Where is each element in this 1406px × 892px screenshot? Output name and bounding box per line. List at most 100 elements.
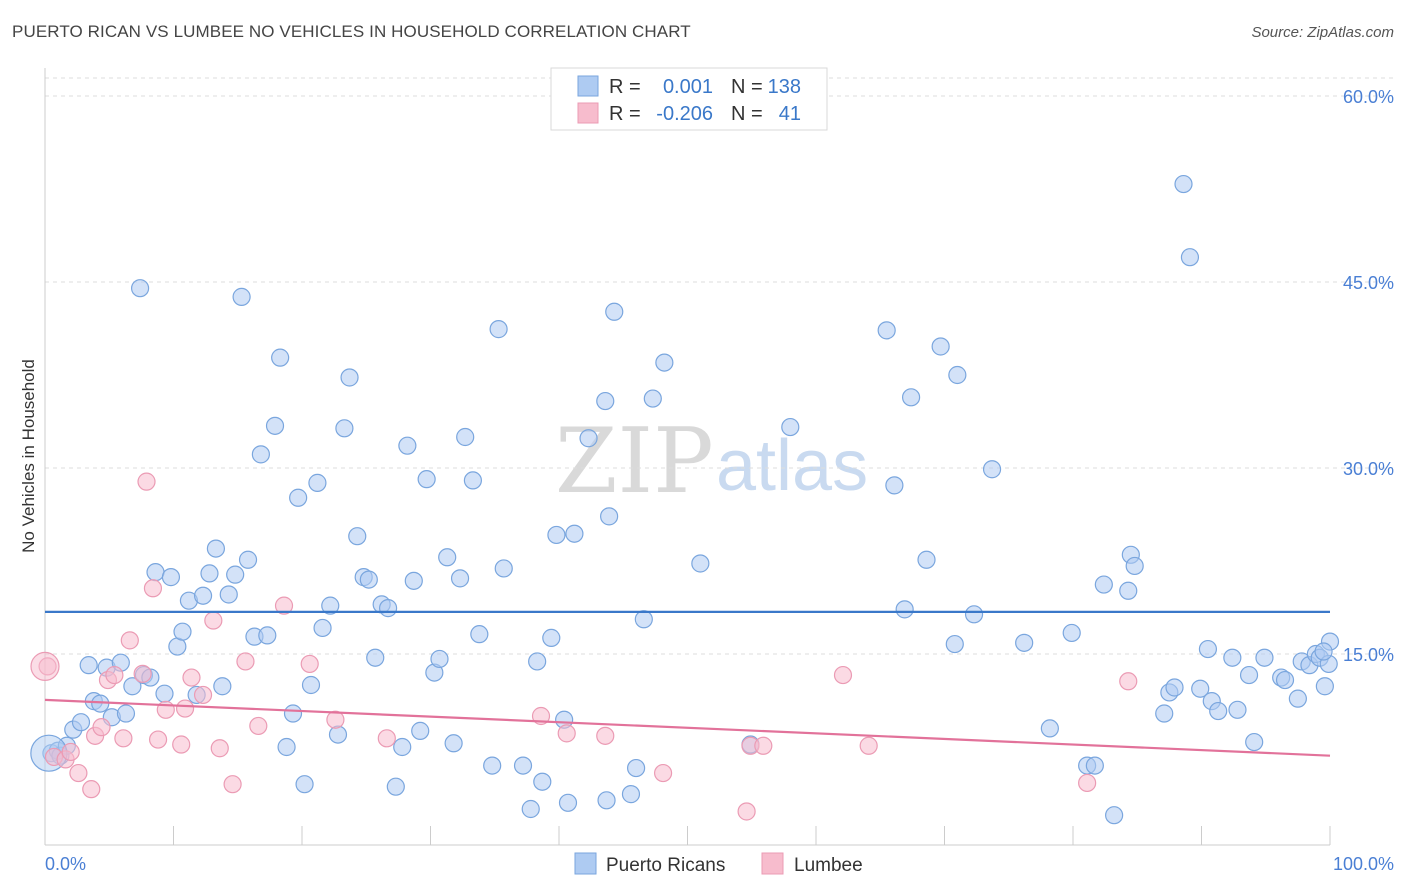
puerto-rican-point-115 bbox=[1165, 678, 1184, 697]
trend-line-lumbee bbox=[44, 698, 1331, 757]
puerto-rican-point-12 bbox=[116, 704, 136, 723]
puerto-rican-point-88 bbox=[643, 389, 662, 408]
lumbee-point-37 bbox=[833, 665, 853, 685]
puerto-rican-point-128 bbox=[1275, 670, 1295, 690]
puerto-rican-point-83 bbox=[600, 507, 619, 526]
puerto-rican-point-63 bbox=[444, 734, 463, 753]
lumbee-point-13 bbox=[137, 472, 156, 491]
chart-title: PUERTO RICAN VS LUMBEE NO VEHICLES IN HO… bbox=[12, 22, 691, 41]
puerto-rican-point-81 bbox=[597, 791, 616, 810]
puerto-rican-point-53 bbox=[378, 599, 398, 618]
puerto-rican-point-75 bbox=[542, 628, 561, 647]
puerto-rican-point-119 bbox=[1198, 639, 1218, 659]
puerto-rican-point-30 bbox=[232, 287, 251, 306]
lumbee-point-18 bbox=[175, 699, 195, 718]
puerto-rican-point-84 bbox=[605, 302, 624, 321]
bottom-legend-swatch-pink bbox=[761, 852, 784, 875]
y-tick-label-15: 15.0% bbox=[1343, 645, 1394, 665]
x-tick-label-min: 0.0% bbox=[45, 854, 86, 874]
puerto-rican-point-47 bbox=[340, 368, 359, 387]
puerto-rican-point-129 bbox=[1288, 689, 1307, 708]
puerto-rican-point-29 bbox=[226, 565, 245, 584]
puerto-rican-point-28 bbox=[219, 585, 238, 604]
legend-n-value-1: 138 bbox=[768, 76, 801, 98]
puerto-rican-point-46 bbox=[335, 419, 354, 438]
puerto-rican-point-65 bbox=[456, 427, 475, 447]
puerto-rican-point-93 bbox=[877, 321, 896, 340]
lumbee-point-10 bbox=[114, 729, 133, 748]
puerto-rican-point-70 bbox=[494, 559, 513, 578]
puerto-rican-point-74 bbox=[533, 772, 552, 791]
puerto-rican-point-51 bbox=[366, 648, 385, 667]
lumbee-point-15 bbox=[148, 730, 168, 749]
puerto-rican-point-38 bbox=[283, 704, 303, 723]
lumbee-point-19 bbox=[182, 668, 201, 687]
puerto-rican-point-13 bbox=[123, 677, 142, 696]
puerto-rican-point-35 bbox=[265, 416, 285, 435]
puerto-rican-point-89 bbox=[655, 353, 674, 372]
lumbee-point-20 bbox=[193, 685, 213, 705]
puerto-rican-point-55 bbox=[393, 737, 412, 757]
puerto-rican-point-69 bbox=[489, 320, 508, 339]
puerto-rican-point-71 bbox=[513, 756, 533, 775]
puerto-rican-point-45 bbox=[328, 725, 348, 744]
lumbee-point-4 bbox=[69, 763, 88, 783]
puerto-rican-point-72 bbox=[521, 799, 540, 819]
legend-n-label-1: N = bbox=[731, 76, 763, 98]
puerto-rican-point-95 bbox=[895, 600, 914, 619]
puerto-rican-point-19 bbox=[161, 568, 181, 587]
legend: R = 0.001 N = 138 R = -0.206 N = 41 bbox=[550, 67, 828, 131]
lumbee-point-39 bbox=[1078, 773, 1097, 793]
lumbee-point-22 bbox=[210, 739, 229, 758]
puerto-rican-point-94 bbox=[885, 476, 904, 495]
lumbee-point-34 bbox=[737, 802, 756, 821]
puerto-rican-point-42 bbox=[308, 473, 327, 492]
legend-swatch-pink bbox=[577, 102, 599, 124]
puerto-rican-point-87 bbox=[634, 610, 653, 629]
puerto-rican-point-103 bbox=[1015, 633, 1034, 652]
lumbee-point-27 bbox=[300, 654, 319, 674]
legend-r-value-1: 0.001 bbox=[663, 76, 713, 98]
lumbee-point-29 bbox=[377, 729, 396, 748]
puerto-rican-point-39 bbox=[289, 488, 308, 507]
puerto-rican-point-18 bbox=[155, 684, 174, 703]
lumbee-point-26 bbox=[274, 596, 294, 615]
puerto-rican-point-5 bbox=[71, 713, 91, 732]
puerto-rican-point-110 bbox=[1119, 581, 1138, 600]
puerto-rican-point-105 bbox=[1062, 623, 1081, 643]
puerto-rican-point-108 bbox=[1094, 575, 1113, 594]
legend-swatch-blue bbox=[577, 75, 599, 97]
bottom-legend: Puerto Ricans Lumbee bbox=[574, 852, 863, 876]
puerto-rican-point-126 bbox=[1255, 648, 1274, 667]
bottom-legend-label-lumbee: Lumbee bbox=[794, 855, 863, 876]
puerto-rican-point-59 bbox=[417, 470, 436, 489]
puerto-rican-point-113 bbox=[1155, 704, 1174, 723]
y-tick-labels: 15.0% 30.0% 45.0% 60.0% bbox=[1343, 87, 1394, 665]
y-tick-label-45: 45.0% bbox=[1343, 273, 1394, 293]
puerto-rican-point-34 bbox=[258, 626, 277, 645]
lumbee-point-33 bbox=[653, 763, 673, 783]
legend-n-label-2: N = bbox=[731, 103, 763, 125]
puerto-rican-point-137 bbox=[1314, 642, 1333, 661]
lumbee-cluster-point bbox=[30, 651, 60, 682]
y-axis-label: No Vehicles in Household bbox=[19, 359, 38, 553]
puerto-rican-point-107 bbox=[1085, 756, 1104, 775]
puerto-rican-point-86 bbox=[626, 758, 646, 778]
puerto-rican-point-99 bbox=[945, 634, 964, 654]
puerto-rican-point-80 bbox=[579, 429, 598, 448]
lumbee-point-12 bbox=[133, 664, 152, 683]
puerto-rican-point-97 bbox=[917, 550, 936, 569]
puerto-rican-point-44 bbox=[321, 596, 340, 615]
trend-lines bbox=[44, 610, 1331, 757]
puerto-rican-point-116 bbox=[1174, 174, 1193, 194]
puerto-rican-point-17 bbox=[146, 563, 165, 582]
puerto-rican-point-96 bbox=[901, 388, 921, 407]
puerto-rican-point-57 bbox=[404, 571, 423, 590]
lumbee-point-28 bbox=[326, 710, 345, 729]
puerto-rican-point-41 bbox=[301, 675, 321, 695]
watermark-atlas: atlas bbox=[716, 426, 868, 506]
lumbee-point-38 bbox=[859, 736, 878, 755]
puerto-rican-point-100 bbox=[948, 365, 967, 385]
puerto-rican-point-25 bbox=[200, 564, 219, 583]
